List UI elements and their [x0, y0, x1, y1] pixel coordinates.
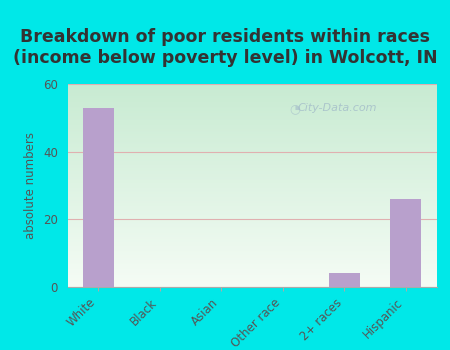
Text: Breakdown of poor residents within races: Breakdown of poor residents within races: [20, 28, 430, 46]
Bar: [329, 273, 360, 287]
Text: (income below poverty level) in Wolcott, IN: (income below poverty level) in Wolcott,…: [13, 49, 437, 67]
Bar: [83, 108, 113, 287]
Text: City-Data.com: City-Data.com: [297, 103, 377, 113]
Bar: [391, 199, 421, 287]
Y-axis label: absolute numbers: absolute numbers: [24, 132, 37, 239]
Text: ◔: ◔: [289, 102, 300, 115]
